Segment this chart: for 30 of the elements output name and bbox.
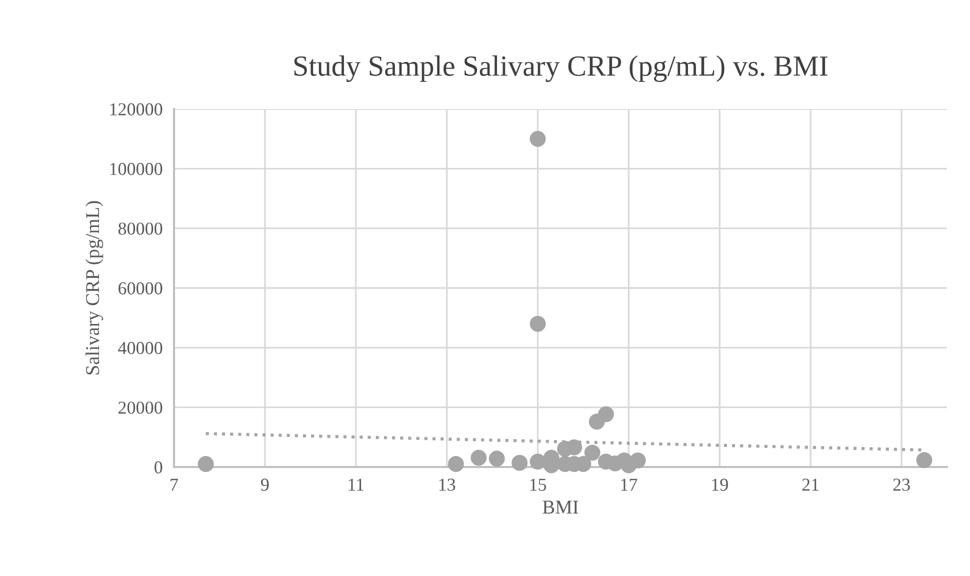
point — [530, 130, 546, 147]
y-tick-label: 0 — [154, 461, 162, 474]
point — [530, 316, 546, 332]
x-tick-label: 21 — [802, 478, 819, 491]
x-axis-title: BMI — [542, 500, 578, 514]
point — [584, 444, 600, 461]
y-tick-label: 40000 — [118, 342, 162, 354]
point — [512, 454, 528, 471]
x-tick-label: 17 — [621, 478, 638, 491]
x-tick-label: 19 — [712, 478, 728, 491]
point — [916, 452, 932, 468]
chart-title: Study Sample Salivary CRP (pg/mL) vs. BMI — [294, 55, 828, 82]
x-tick-label: 9 — [261, 478, 269, 491]
point — [488, 450, 505, 467]
x-tick-label: 7 — [170, 478, 178, 491]
y-tick-label: 120000 — [110, 103, 162, 116]
point — [530, 454, 546, 470]
y-tick-label: 60000 — [118, 282, 162, 294]
y-axis-title: Salivary CRP (pg/mL) — [85, 201, 104, 374]
point — [598, 406, 614, 422]
point — [470, 450, 487, 466]
point — [448, 456, 464, 472]
x-tick-label: 11 — [348, 478, 364, 491]
x-tick-label: 15 — [530, 478, 546, 491]
x-tick-label: 23 — [893, 478, 910, 491]
x-tick-label: 13 — [439, 478, 456, 491]
y-tick-label: 20000 — [118, 402, 162, 414]
y-tick-label: 80000 — [118, 222, 162, 235]
point — [198, 456, 214, 472]
y-tick-label: 100000 — [110, 162, 162, 176]
